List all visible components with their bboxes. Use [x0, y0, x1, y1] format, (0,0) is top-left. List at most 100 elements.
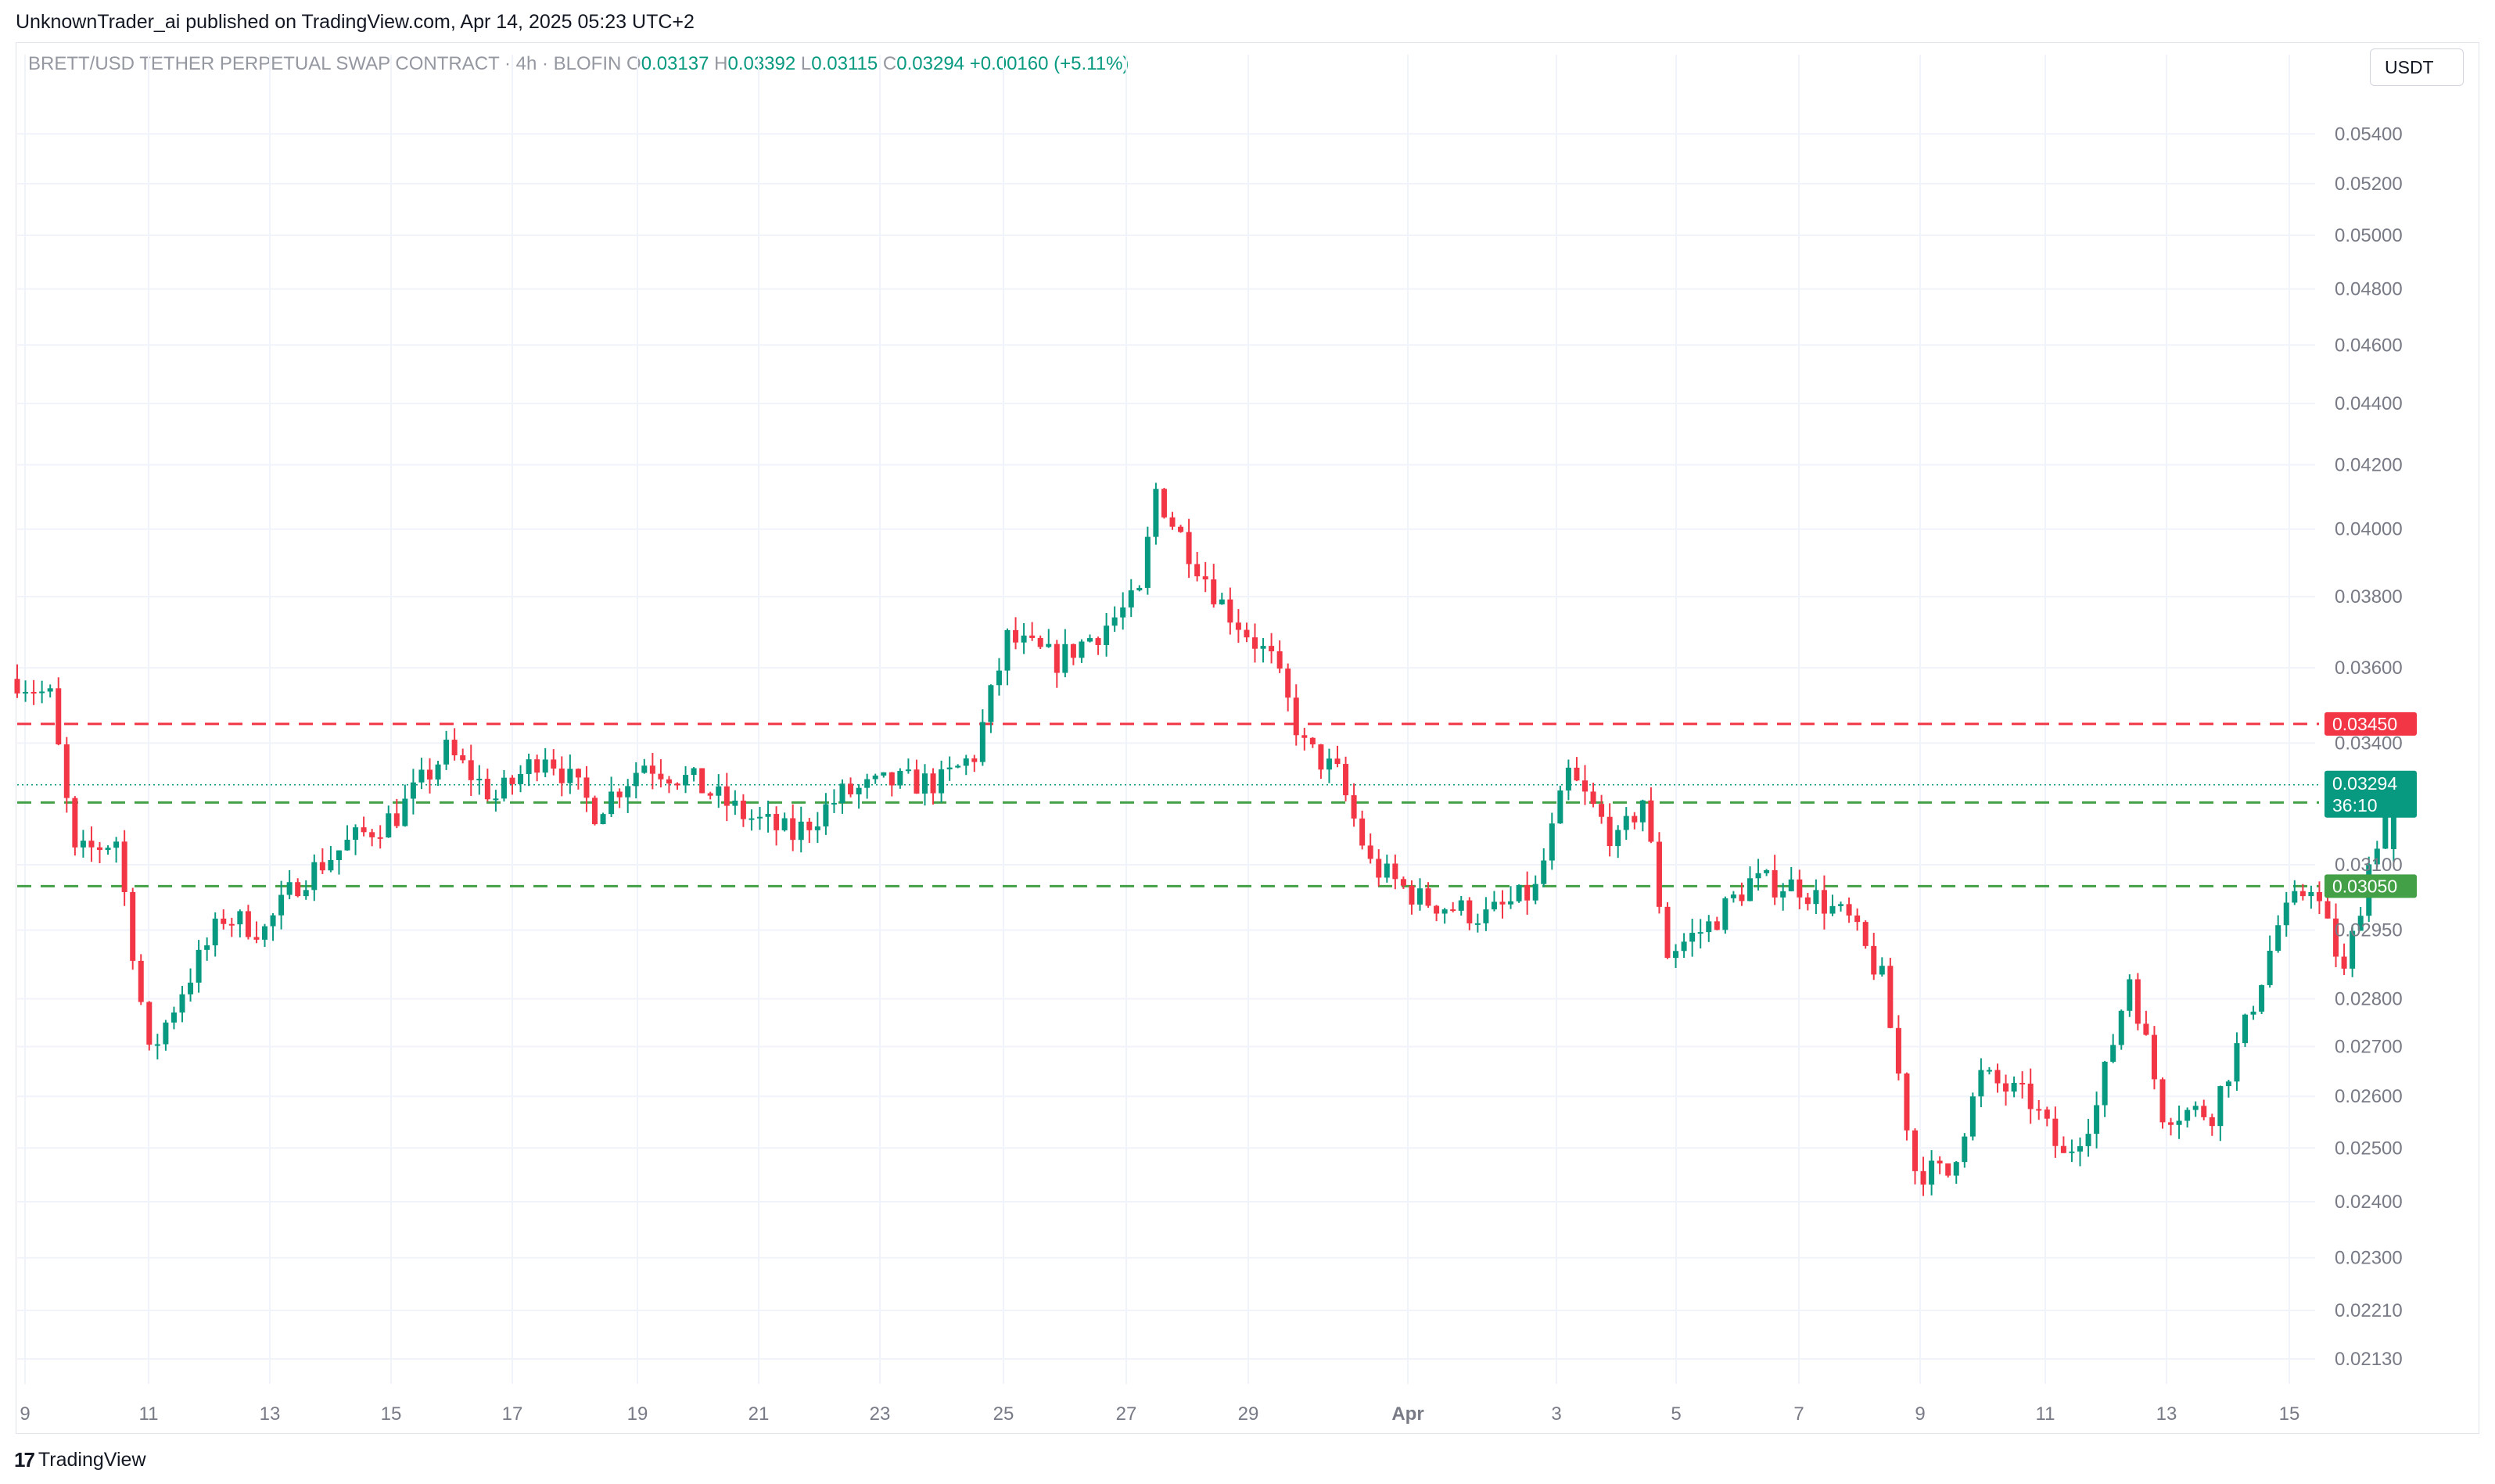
candle-body	[1764, 869, 1770, 873]
candle	[1491, 891, 1497, 912]
candle-body	[1887, 966, 1894, 1028]
candle-body	[1730, 894, 1736, 898]
candle-body	[188, 982, 194, 995]
candle-body	[1499, 902, 1506, 905]
candle	[443, 730, 450, 770]
last-price-label: 0.03294	[2332, 773, 2397, 794]
candle-body	[221, 918, 227, 924]
candle-body	[353, 827, 359, 840]
candle-body	[971, 758, 978, 762]
candle	[2003, 1074, 2009, 1106]
candle-body	[2069, 1151, 2075, 1153]
candle-body	[509, 777, 515, 784]
candle-body	[1780, 891, 1786, 898]
candle-body	[1293, 697, 1299, 736]
candle	[121, 830, 127, 906]
candle	[253, 921, 260, 944]
candle	[1400, 876, 1406, 889]
candle-body	[2250, 1011, 2256, 1015]
candle	[2316, 881, 2322, 915]
candle	[501, 769, 507, 802]
candle	[1276, 640, 1283, 673]
candle	[270, 912, 276, 941]
candle	[171, 1006, 177, 1030]
candle-body	[146, 1002, 153, 1045]
candle-body	[1549, 823, 1555, 861]
candle-body	[1351, 795, 1357, 819]
candle-body	[1772, 869, 1778, 898]
candle	[2374, 841, 2380, 868]
candle	[1087, 634, 1093, 643]
candle	[97, 841, 102, 864]
open-value: 0.03137	[641, 53, 709, 74]
candle	[567, 754, 573, 794]
candle-body	[493, 798, 499, 801]
candle	[1937, 1156, 1943, 1174]
candle-body	[311, 862, 318, 891]
candle	[328, 846, 334, 873]
candle-body	[204, 945, 210, 950]
tradingview-logo[interactable]: 17 TradingView	[14, 1448, 146, 1472]
candle	[1070, 643, 1076, 665]
candle	[278, 880, 285, 930]
candle	[1978, 1058, 1984, 1108]
candle	[435, 761, 441, 787]
candle-body	[1945, 1163, 1951, 1176]
y-tick-label: 0.03100	[2335, 855, 2403, 876]
candle	[188, 968, 194, 1002]
candle	[2283, 891, 2289, 937]
candle	[774, 806, 780, 846]
candle-body	[427, 769, 433, 780]
candle-body	[881, 772, 887, 776]
candle-body	[1458, 900, 1464, 911]
candle	[319, 848, 325, 874]
candle-body	[1211, 579, 1217, 604]
candle	[2134, 973, 2141, 1031]
candle-body	[2011, 1082, 2017, 1092]
candle	[534, 755, 540, 782]
candle	[493, 790, 499, 812]
candle	[1994, 1063, 2001, 1093]
candle	[1079, 639, 1085, 663]
candle-body	[1689, 933, 1696, 942]
candle	[47, 684, 53, 698]
candle-body	[2052, 1118, 2059, 1146]
candle-body	[1813, 890, 1819, 905]
candle	[1772, 855, 1778, 905]
candle	[1244, 622, 1250, 643]
y-tick-label: 0.02210	[2335, 1300, 2403, 1321]
candle	[1434, 905, 1440, 922]
candle	[2341, 943, 2347, 976]
candle-body	[1062, 643, 1068, 673]
candle-body	[1879, 966, 1885, 975]
candle-body	[831, 802, 837, 805]
candle	[946, 756, 953, 781]
candle-body	[56, 688, 62, 745]
candle	[196, 940, 202, 993]
candle	[2299, 884, 2306, 901]
candle-body	[2209, 1117, 2215, 1127]
candle	[286, 869, 293, 900]
candle-body	[616, 791, 623, 798]
candle-body	[699, 768, 705, 794]
candle-body	[2357, 916, 2364, 931]
candle	[1252, 623, 1258, 663]
candle-body	[1639, 800, 1646, 823]
candle	[130, 887, 136, 970]
candle-body	[377, 837, 383, 839]
candle-body	[889, 772, 895, 786]
candle	[418, 758, 425, 790]
candle	[2110, 1034, 2116, 1063]
candle	[1309, 737, 1316, 748]
candle-body	[774, 814, 780, 830]
change-value: +0.00160 (+5.11%)	[969, 53, 1129, 74]
candle	[113, 837, 120, 863]
candle	[518, 765, 524, 793]
candle	[72, 796, 78, 856]
candle-body	[1359, 818, 1366, 846]
currency-button[interactable]: USDT	[2370, 48, 2464, 86]
candle-body	[996, 670, 1002, 686]
candle-body	[2134, 979, 2141, 1024]
candle	[674, 782, 680, 790]
